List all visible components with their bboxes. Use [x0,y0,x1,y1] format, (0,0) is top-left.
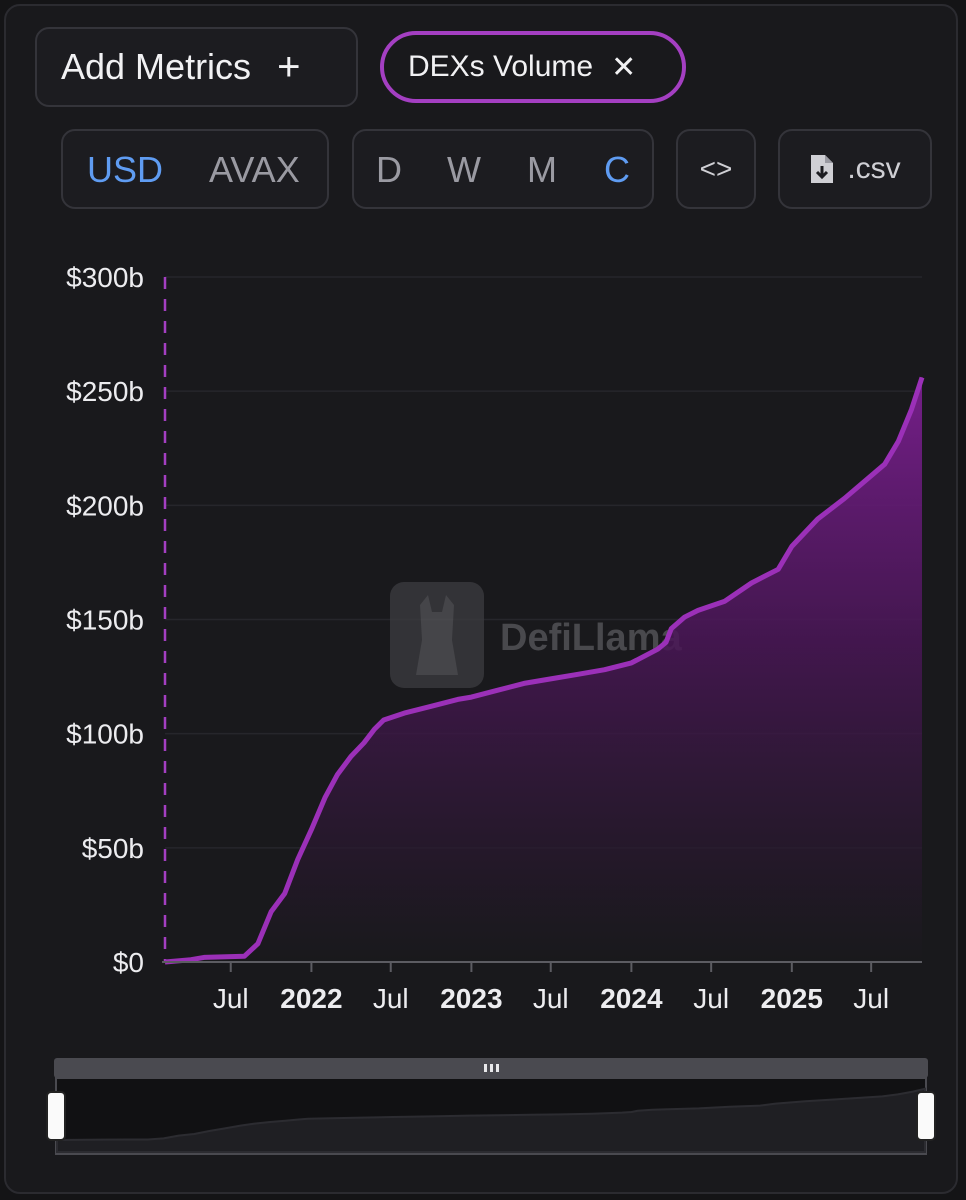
x-tick-label: Jul [373,983,409,1014]
x-tick-label: Jul [533,983,569,1014]
data-point [911,408,912,410]
x-tick-label: Jul [213,983,249,1014]
interval-toggle: D W M C [352,129,654,209]
data-point [751,582,752,584]
data-point [336,774,338,776]
x-tick-label: 2022 [280,983,342,1014]
y-tick-label: $200b [66,490,144,521]
data-point [363,742,365,744]
data-point [257,943,259,945]
metric-chip-label: DEXs Volume [408,50,594,83]
data-point [297,858,299,860]
x-axis: Jul 2022 Jul 2023 Jul 2024 Jul 2025 Jul [213,962,889,1014]
y-tick-label: $100b [66,719,144,750]
code-icon: <> [699,153,733,184]
series-points [164,377,923,963]
add-metrics-label: Add Metrics [61,46,252,87]
currency-toggle: USD AVAX [61,129,329,209]
data-point [884,463,886,465]
data-point [284,893,286,894]
y-tick-label: $50b [82,833,144,864]
x-tick-label: Jul [853,983,889,1014]
data-point [310,829,312,831]
close-icon[interactable]: ✕ [611,50,637,84]
y-tick-label: $150b [66,605,144,636]
data-point [670,628,672,630]
y-axis: $0 $50b $100b $150b $200b $250b $300b [66,262,144,978]
data-point [724,600,726,602]
range-handle-right[interactable] [916,1091,936,1141]
data-point [550,678,552,680]
data-point [523,682,525,684]
data-point [604,669,606,671]
data-point [350,756,352,757]
data-point [496,689,498,691]
data-point [374,728,375,730]
x-tick-label: 2024 [600,983,663,1014]
data-point [190,959,192,961]
data-point [657,648,659,650]
data-point [577,673,579,675]
grip-icon[interactable] [484,1064,499,1072]
data-point [430,705,432,707]
interval-option-cumulative[interactable]: C [604,149,630,190]
data-point [403,712,405,714]
data-point [457,698,459,700]
currency-option-usd[interactable]: USD [87,149,164,190]
data-point [921,377,923,378]
range-handle-left[interactable] [46,1091,66,1141]
embed-button[interactable]: <> [676,129,756,209]
data-point [665,641,667,643]
data-point [697,609,699,611]
interval-option-monthly[interactable]: M [527,149,557,190]
data-point [270,911,272,913]
range-slider[interactable] [46,1058,936,1155]
metric-chip-dexs-volume[interactable]: DEXs Volume ✕ [380,31,686,103]
y-tick-label: $300b [66,262,144,293]
series-area [165,377,922,962]
data-point [243,955,245,957]
data-point [897,440,899,442]
add-metrics-button[interactable]: Add Metrics + [35,27,358,107]
data-point [791,545,793,547]
mini-series-area [56,1087,926,1153]
data-point [817,518,819,520]
plus-icon: + [277,44,301,89]
interval-option-weekly[interactable]: W [447,149,481,190]
data-point [843,498,845,499]
interval-option-daily[interactable]: D [376,149,402,190]
data-point [630,662,632,664]
data-point [683,616,685,618]
x-tick-label: 2023 [440,983,502,1014]
csv-label: .csv [847,152,901,185]
data-point [383,719,385,721]
data-point [870,475,872,477]
currency-option-avax[interactable]: AVAX [209,149,300,190]
csv-download-button[interactable]: .csv [778,129,932,209]
y-tick-label: $0 [113,947,144,978]
llama-silhouette [416,595,458,675]
file-download-icon [811,155,834,183]
data-point [470,696,472,698]
x-tick-label: Jul [693,983,729,1014]
data-point [324,797,326,799]
data-point [777,568,779,570]
x-tick-label: 2025 [761,983,823,1014]
y-tick-label: $250b [66,376,144,407]
data-point [203,956,205,958]
